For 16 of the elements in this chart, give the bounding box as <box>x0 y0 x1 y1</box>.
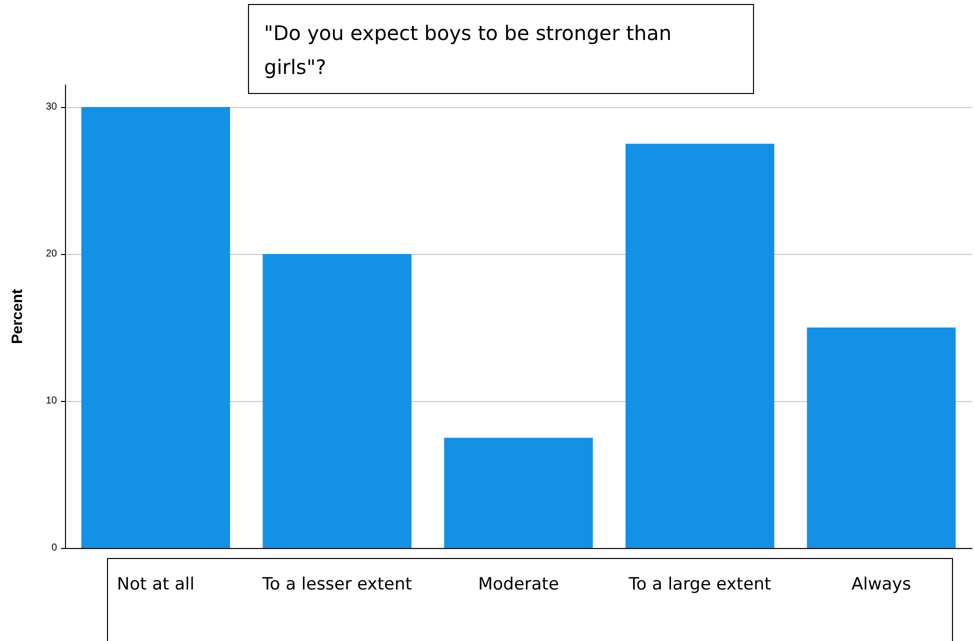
y-axis-title: Percent <box>9 288 26 344</box>
bar <box>806 328 956 548</box>
bar <box>81 107 230 548</box>
x-tick-label: Not at all <box>116 574 194 594</box>
chart-title: "Do you expect boys to be stronger than girls"? <box>264 21 678 79</box>
bar <box>626 144 774 548</box>
bar <box>262 254 412 548</box>
y-tick-label: 10 <box>46 396 58 407</box>
bar <box>444 438 593 548</box>
y-tick-label: 30 <box>46 102 58 113</box>
x-tick-label: To a large extent <box>628 574 772 594</box>
x-tick-label: To a lesser extent <box>261 574 412 594</box>
y-tick-label: 0 <box>51 542 58 554</box>
x-tick-label: Always <box>852 574 912 594</box>
x-tick-label: Moderate <box>478 574 559 594</box>
y-tick-label: 20 <box>46 248 58 260</box>
